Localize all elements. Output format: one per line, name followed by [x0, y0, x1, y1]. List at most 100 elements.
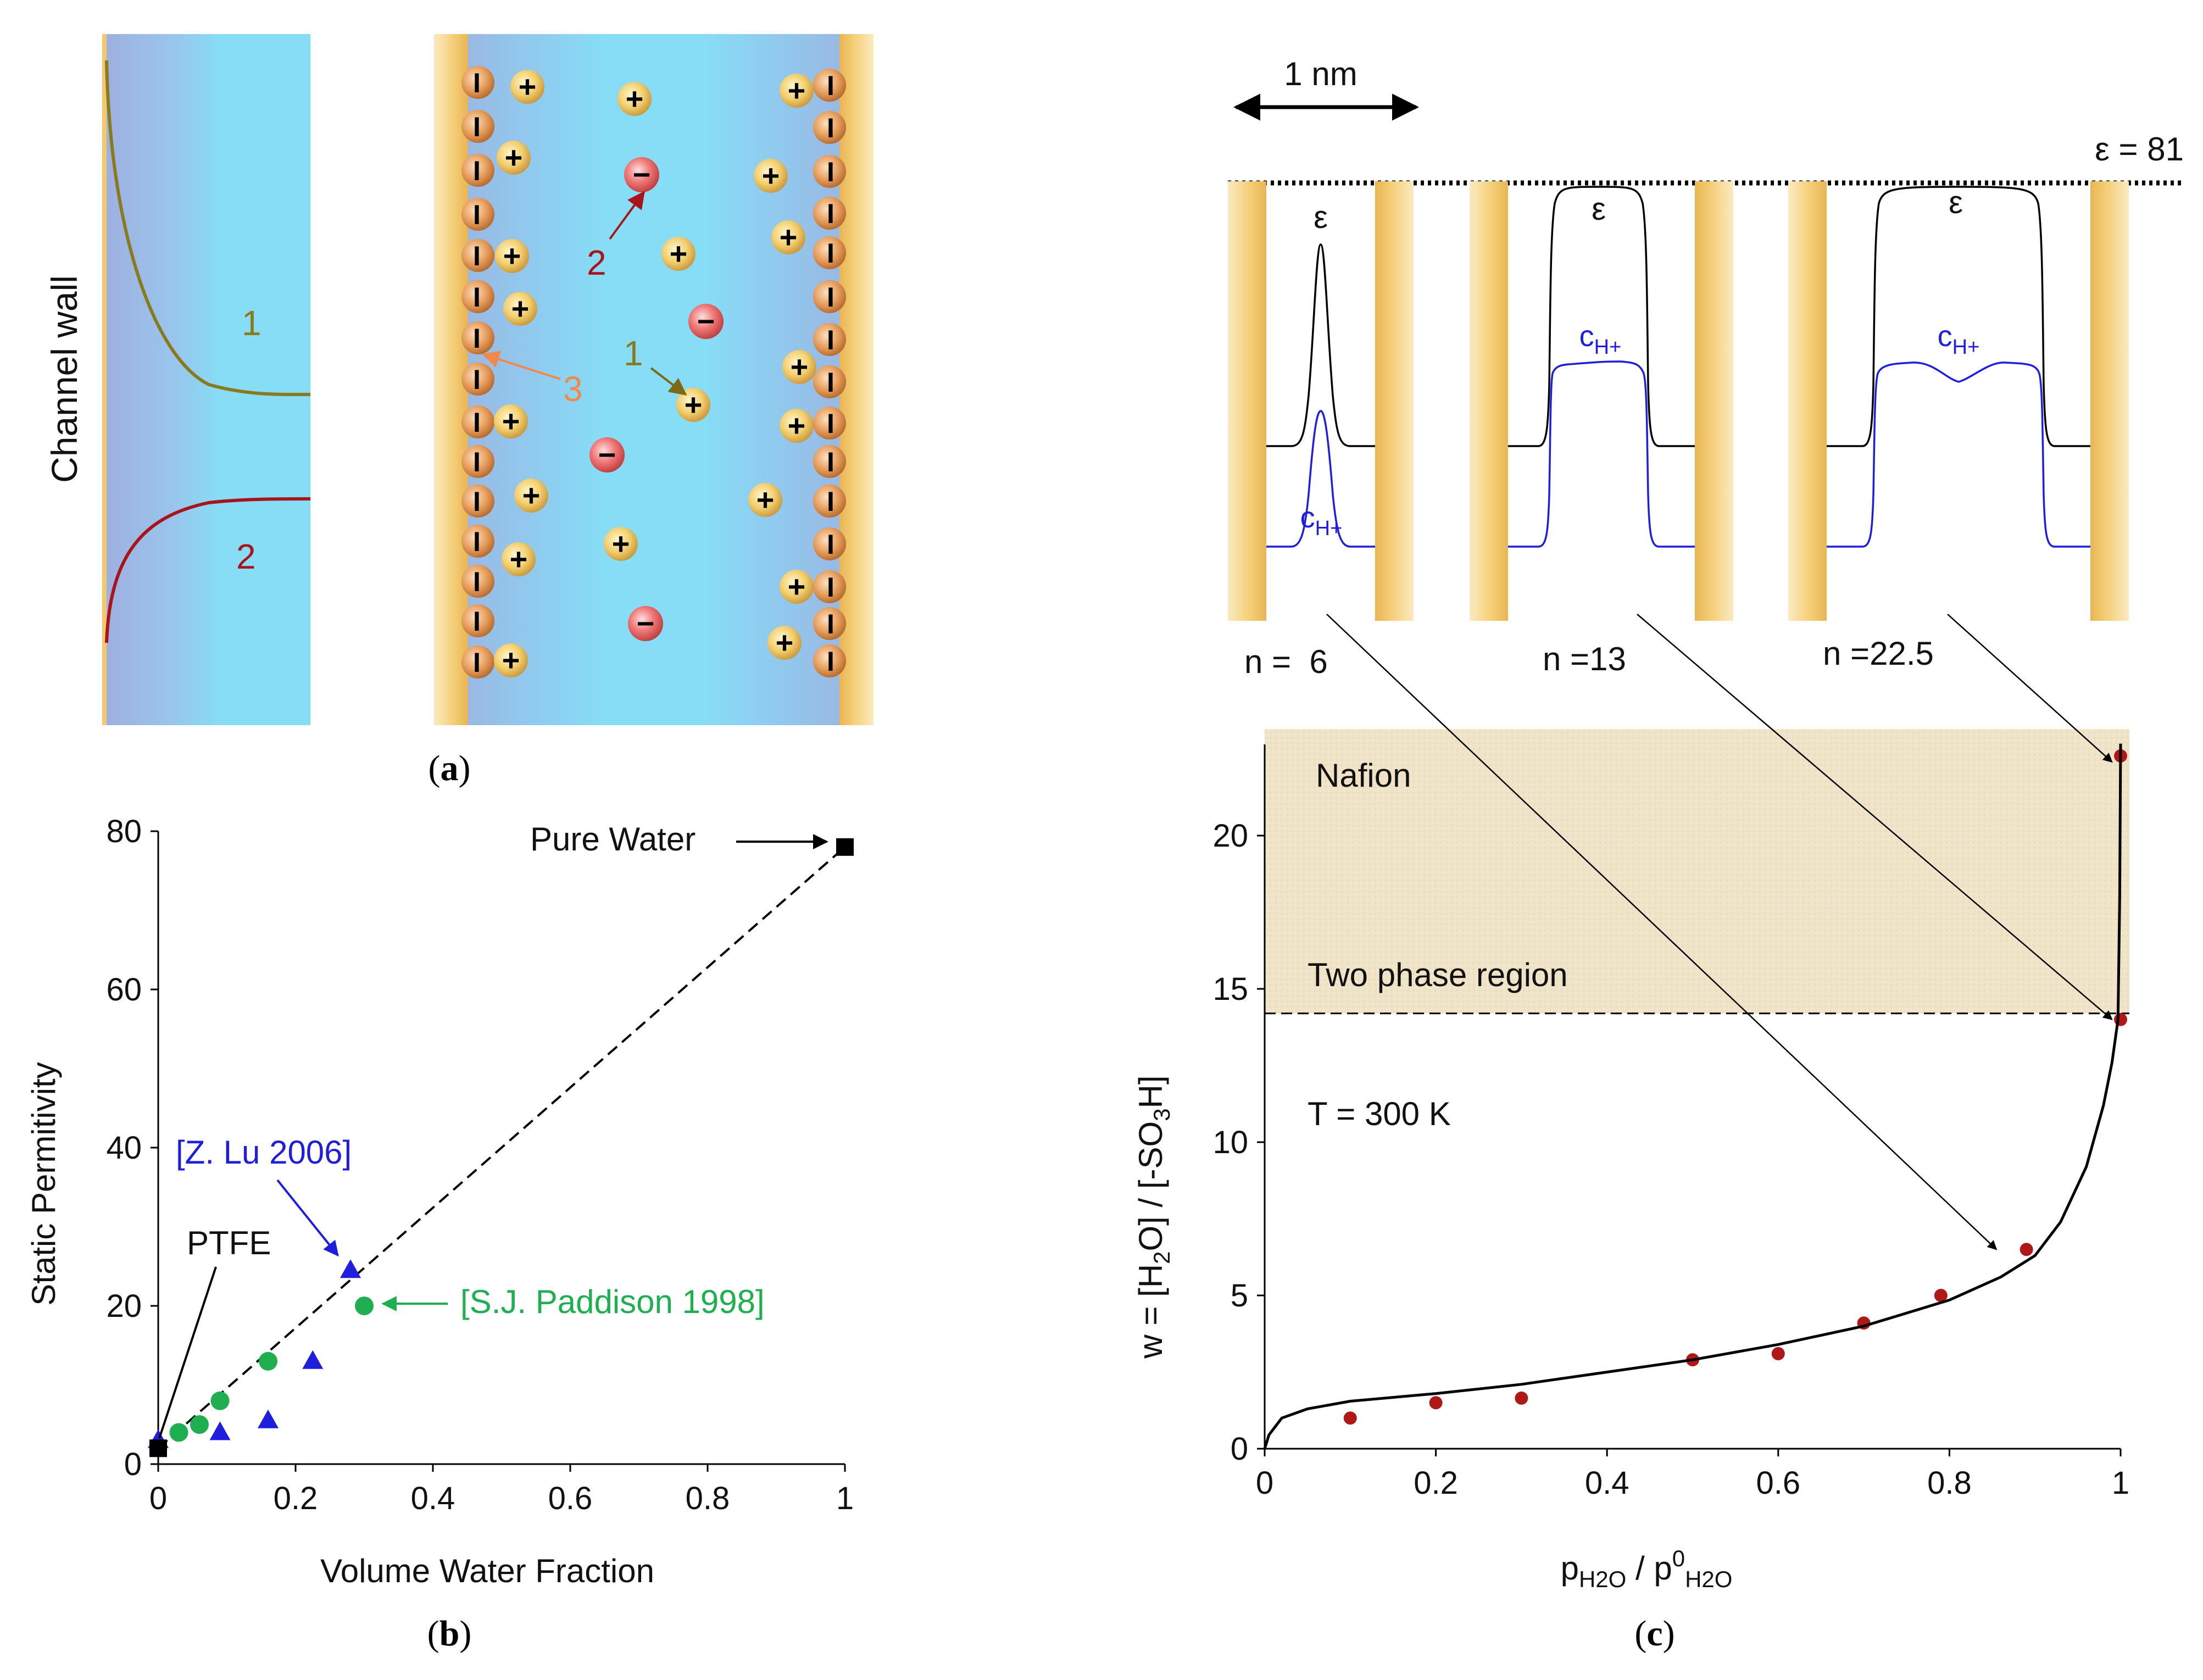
fixed-charge-icon: I [461, 604, 494, 637]
c-point [1771, 1347, 1785, 1361]
cation-icon: + [497, 140, 531, 175]
b-point-square [836, 838, 854, 856]
pure-water-label: Pure Water [530, 821, 696, 858]
svg-text:I: I [473, 323, 481, 354]
svg-text:I: I [827, 238, 835, 269]
z-lu-label: [Z. Lu 2006] [176, 1134, 352, 1171]
cation-icon: + [661, 236, 696, 271]
caption-c: (c) [1634, 1614, 1674, 1654]
svg-text:I: I [473, 606, 481, 637]
svg-text:+: + [762, 158, 780, 193]
pore-wall [1695, 181, 1733, 621]
fixed-charge-icon: I [461, 321, 494, 354]
cation-icon: + [494, 643, 528, 677]
svg-text:−: − [697, 304, 715, 338]
c-x-tick-label: 0.4 [1585, 1465, 1629, 1501]
svg-text:+: + [503, 238, 521, 273]
nafion-label: Nafion [1316, 757, 1411, 794]
ion-label-2: 2 [587, 243, 607, 282]
cation-icon: + [510, 69, 544, 104]
pore-n22: ε cH+ n =22.5 [1788, 181, 2129, 672]
cation-icon: + [771, 220, 805, 254]
pore-link-arrow [1326, 614, 1998, 1250]
b-y-tick-label: 20 [106, 1288, 142, 1324]
svg-text:I: I [473, 647, 481, 678]
c-x-tick-label: 1 [2112, 1465, 2129, 1501]
b-point-circle [355, 1297, 374, 1315]
fixed-charge-icon: I [813, 323, 846, 356]
pore-label: n = 6 [1244, 643, 1328, 680]
c-ylabel: w = [H2O] / [-SO3H] [1132, 1075, 1175, 1359]
arrow-1 [650, 367, 687, 396]
svg-text:I: I [827, 70, 835, 101]
svg-text:+: + [510, 542, 528, 576]
svg-text:I: I [473, 241, 481, 271]
panel-a: Channel wall 1 2 IIIIIIIIIIIIIIIIIIIIIII… [44, 34, 874, 788]
conc-label: cH+ [1938, 320, 1980, 359]
cation-icon: + [782, 349, 816, 384]
fixed-charge-icon: I [813, 69, 846, 102]
svg-text:I: I [473, 199, 481, 230]
svg-text:+: + [626, 81, 644, 116]
fixed-charge-icon: I [813, 111, 846, 144]
svg-text:−: − [637, 606, 655, 641]
epsilon-81-label: ε = 81 [2095, 131, 2184, 168]
anion-icon: − [589, 437, 625, 472]
ptfe-label: PTFE [187, 1225, 271, 1261]
fixed-charge-icon: I [813, 365, 846, 398]
svg-text:I: I [827, 486, 835, 517]
channel-wall-label: Channel wall [44, 275, 85, 483]
conc-profile [1508, 360, 1695, 548]
svg-text:I: I [827, 367, 835, 398]
anion-icon: − [624, 157, 659, 192]
b-x-tick-label: 0.6 [548, 1481, 593, 1516]
fixed-charge-icon: I [461, 565, 494, 598]
b-point-triangle [302, 1350, 324, 1369]
conc-label: cH+ [1300, 501, 1343, 540]
epsilon-profile [1827, 186, 2090, 447]
epsilon-label: ε [1949, 185, 1963, 220]
ion-label-3: 3 [563, 369, 583, 409]
svg-text:+: + [502, 404, 520, 438]
cation-icon: + [767, 625, 802, 660]
z-lu-arrow [276, 1179, 339, 1257]
cation-icon: + [514, 478, 548, 513]
cation-icon: + [748, 482, 782, 517]
c-pore-links [1326, 614, 2113, 1250]
b-marks [148, 838, 854, 1458]
fixed-charge-icon: I [461, 646, 494, 678]
svg-text:+: + [505, 140, 523, 175]
svg-text:I: I [473, 407, 481, 438]
fixed-charge-icon: I [813, 570, 846, 603]
two-phase-label: Two phase region [1308, 956, 1568, 993]
fixed-charge-icon: I [813, 407, 846, 440]
c-x-tick-label: 0.8 [1927, 1465, 1972, 1501]
b-ylabel: Static Permitivity [25, 1062, 62, 1305]
b-x-tick-label: 1 [836, 1481, 854, 1516]
epsilon-label: ε [1314, 199, 1328, 235]
svg-text:I: I [827, 408, 835, 439]
c-model-curve [1263, 743, 2122, 1449]
curve-1-label: 1 [242, 303, 262, 343]
epsilon-profile [1508, 186, 1695, 447]
svg-text:+: + [788, 408, 806, 443]
fixed-charge-icon: I [813, 644, 846, 677]
pore-n13: ε cH+ n =13 [1470, 181, 1733, 677]
svg-text:I: I [473, 566, 481, 597]
c-point [2114, 1013, 2127, 1026]
fixed-charge-icon: I [813, 607, 846, 640]
svg-text:I: I [473, 282, 481, 313]
conc-label: cH+ [1579, 320, 1622, 359]
c-point [1343, 1411, 1357, 1425]
c-marks [1263, 743, 2127, 1449]
svg-text:−: − [633, 157, 651, 192]
b-xlabel: Volume Water Fraction [320, 1553, 654, 1589]
b-y-tick-label: 40 [106, 1130, 142, 1166]
b-point-triangle [209, 1421, 231, 1440]
svg-text:+: + [788, 569, 806, 604]
pore-wall [1470, 181, 1508, 621]
c-y-tick-label: 10 [1212, 1125, 1248, 1160]
pore-n6: ε cH+ n = 6 [1228, 181, 1414, 680]
